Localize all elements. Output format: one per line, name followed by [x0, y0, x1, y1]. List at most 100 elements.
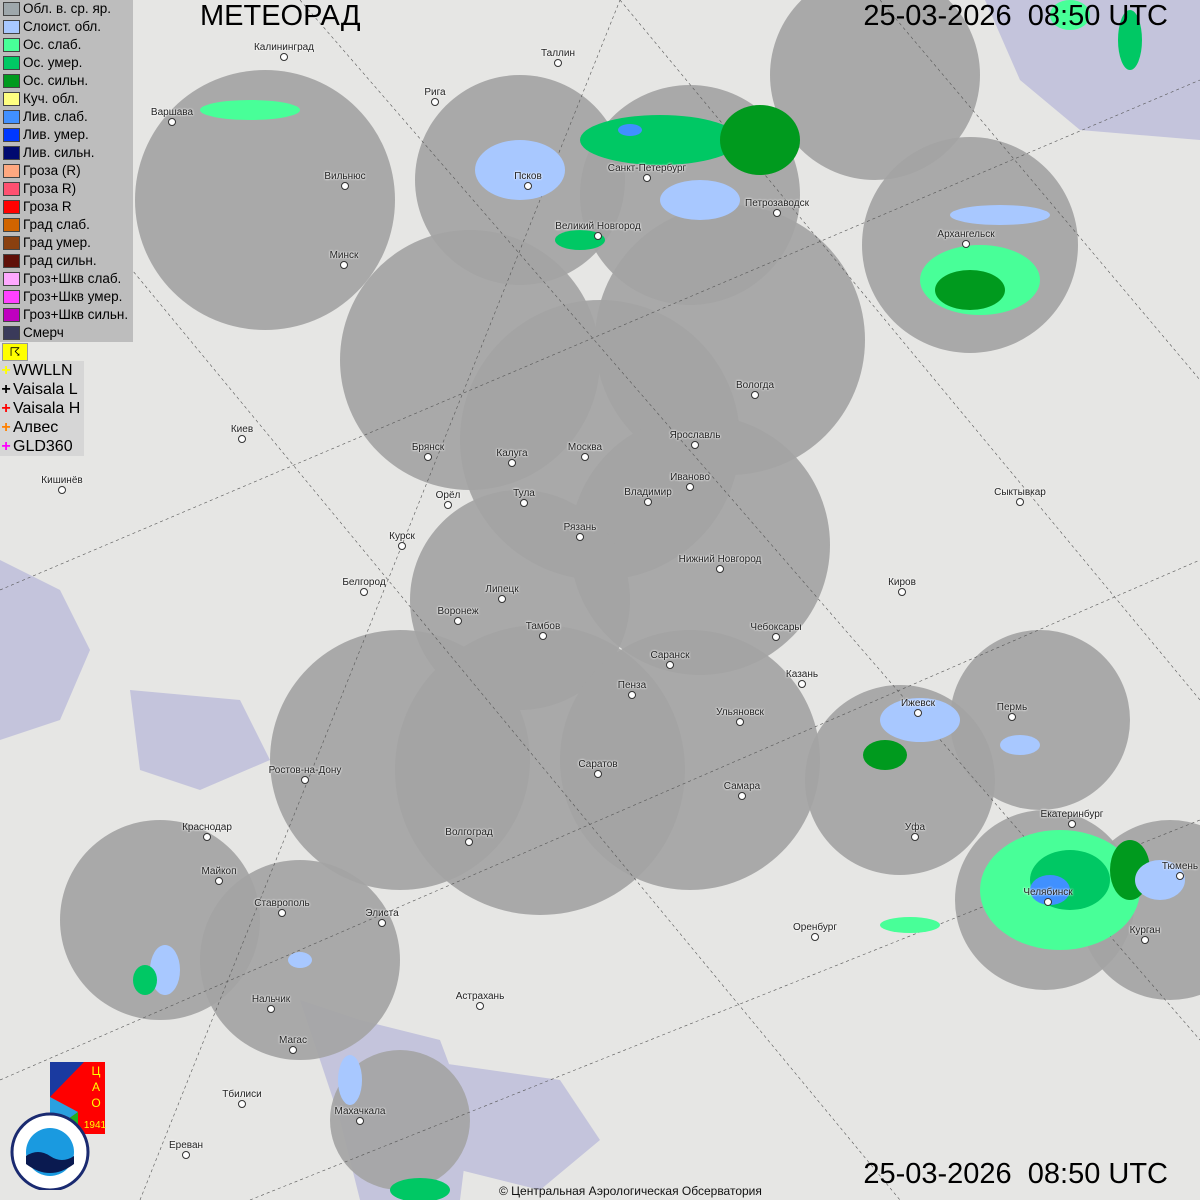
lightning-cross-icon: +	[1, 438, 11, 455]
legend-item: Град сильн.	[0, 252, 133, 270]
city-marker-icon	[378, 919, 386, 927]
city-label: Владимир	[624, 487, 672, 498]
city-marker-icon	[898, 588, 906, 596]
city-marker-icon	[520, 499, 528, 507]
precip-echo	[475, 140, 565, 200]
city-marker-icon	[476, 1002, 484, 1010]
legend-swatch	[3, 254, 20, 268]
legend-swatch	[3, 74, 20, 88]
city-label: Уфа	[904, 822, 926, 833]
city-label: Нальчик	[251, 994, 291, 1005]
radar-coverage-circle	[862, 137, 1078, 353]
city-label: Челябинск	[1023, 887, 1073, 898]
city-label: Курган	[1129, 925, 1161, 936]
city-marker-icon	[738, 792, 746, 800]
city-marker-icon	[594, 770, 602, 778]
precip-echo	[1030, 875, 1070, 905]
precip-echo	[950, 205, 1050, 225]
precip-echo	[1118, 10, 1142, 70]
radar-coverage-circle	[770, 0, 980, 180]
city-marker-icon	[278, 909, 286, 917]
city-label: Пермь	[996, 702, 1028, 713]
precip-echo	[720, 105, 800, 175]
legend-item: Гроза R	[0, 198, 133, 216]
city-marker-icon	[215, 877, 223, 885]
legend-swatch	[3, 110, 20, 124]
city-label: Липецк	[485, 584, 519, 595]
legend-item: Град слаб.	[0, 216, 133, 234]
legend-item: Ос. умер.	[0, 54, 133, 72]
city-label: Вильнюс	[324, 171, 366, 182]
precip-echo	[580, 115, 740, 165]
city-marker-icon	[716, 565, 724, 573]
precip-echo	[200, 100, 300, 120]
city-label: Ярославль	[669, 430, 721, 441]
city-label: Тбилиси	[222, 1089, 262, 1100]
city-label: Ереван	[168, 1140, 204, 1151]
city-label: Саратов	[578, 759, 618, 770]
city-marker-icon	[914, 709, 922, 717]
city-label: Самара	[723, 781, 761, 792]
precip-echo	[150, 945, 180, 995]
svg-text:А: А	[92, 1080, 100, 1094]
lightning-cross-icon: +	[1, 400, 11, 417]
page-title: МЕТЕОРАД	[200, 0, 361, 32]
city-marker-icon	[524, 182, 532, 190]
legend-item: Ос. слаб.	[0, 36, 133, 54]
legend-swatch	[3, 164, 20, 178]
legend-swatch	[3, 308, 20, 322]
svg-text:1941: 1941	[84, 1120, 107, 1131]
legend-label: Град сильн.	[23, 253, 97, 268]
roshydromet-logo	[10, 1112, 90, 1192]
flag-icon: ☈	[9, 345, 21, 359]
city-marker-icon	[644, 498, 652, 506]
legend-label: Лив. слаб.	[23, 109, 88, 124]
city-marker-icon	[691, 441, 699, 449]
legend-swatch	[3, 326, 20, 340]
legend-swatch	[3, 20, 20, 34]
timestamp-bottom: 25-03-2026 08:50 UTC	[863, 1158, 1168, 1190]
city-marker-icon	[751, 391, 759, 399]
city-label: Архангельск	[937, 229, 995, 240]
city-label: Кишинёв	[41, 475, 83, 486]
legend-swatch	[3, 236, 20, 250]
legend-item: Лив. слаб.	[0, 108, 133, 126]
city-label: Белгород	[342, 577, 386, 588]
city-marker-icon	[643, 174, 651, 182]
city-label: Ставрополь	[254, 898, 310, 909]
lightning-source: + Алвес	[0, 418, 80, 437]
city-marker-icon	[360, 588, 368, 596]
city-marker-icon	[539, 632, 547, 640]
city-label: Калининград	[253, 42, 315, 53]
city-marker-icon	[498, 595, 506, 603]
precip-echo	[133, 965, 157, 995]
city-label: Иваново	[670, 472, 710, 483]
precip-echo	[390, 1178, 450, 1200]
timestamp-top: 25-03-2026 08:50 UTC	[863, 0, 1168, 32]
city-marker-icon	[168, 118, 176, 126]
legend-item: Гроз+Шкв сильн.	[0, 306, 133, 324]
city-label: Тула	[513, 488, 535, 499]
city-marker-icon	[581, 453, 589, 461]
city-label: Киров	[888, 577, 916, 588]
legend-label: Ос. умер.	[23, 55, 83, 70]
city-label: Махачкала	[334, 1106, 386, 1117]
legend-item: Град умер.	[0, 234, 133, 252]
copyright: © Центральная Аэрологическая Обсерватори…	[499, 1184, 762, 1198]
city-marker-icon	[773, 209, 781, 217]
city-marker-icon	[554, 59, 562, 67]
city-marker-icon	[576, 533, 584, 541]
city-marker-icon	[1176, 872, 1184, 880]
lightning-cross-icon: +	[1, 362, 11, 379]
city-label: Минск	[329, 250, 359, 261]
precip-legend: Обл. в. ср. яр. Слоист. обл. Ос. слаб. Ос. …	[0, 0, 133, 342]
legend-swatch	[3, 182, 20, 196]
legend-label: Лив. умер.	[23, 127, 89, 142]
city-label: Екатеринбург	[1040, 809, 1104, 820]
lightning-source: + Vaisala L	[0, 380, 80, 399]
flag-button[interactable]: ☈	[2, 343, 28, 361]
city-label: Вологда	[735, 380, 775, 391]
legend-item: Гроза R)	[0, 180, 133, 198]
city-marker-icon	[356, 1117, 364, 1125]
